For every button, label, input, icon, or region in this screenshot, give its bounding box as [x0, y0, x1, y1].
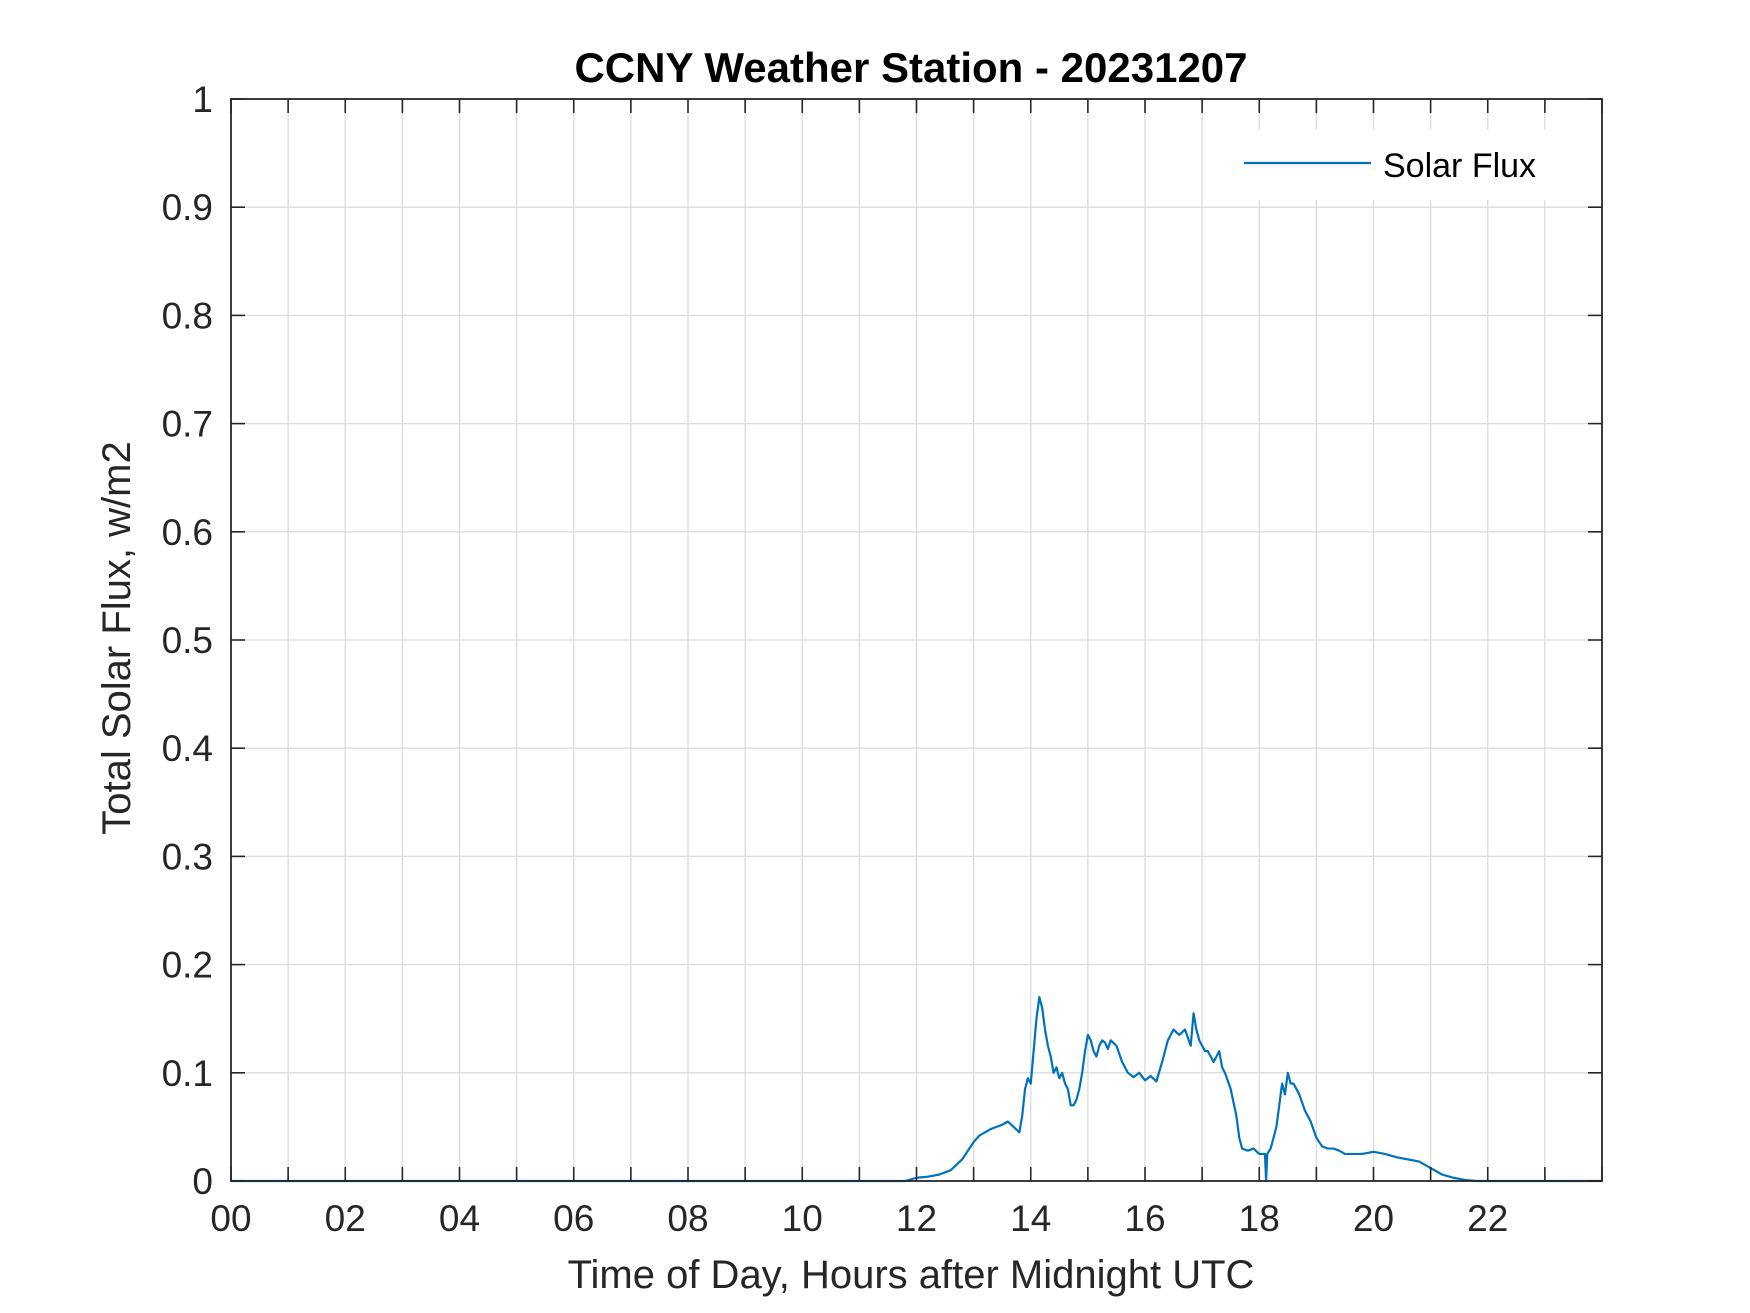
x-tick-label: 18	[1239, 1198, 1280, 1239]
chart-title: CCNY Weather Station - 20231207	[574, 44, 1247, 91]
y-tick-label: 0.6	[162, 512, 213, 553]
y-tick-label: 0.8	[162, 295, 213, 336]
legend-label-solar-flux: Solar Flux	[1383, 147, 1536, 185]
y-tick-label: 0.4	[162, 728, 213, 769]
x-axis-label: Time of Day, Hours after Midnight UTC	[568, 1253, 1255, 1297]
x-tick-label: 08	[667, 1198, 708, 1239]
axes-layer	[230, 98, 1603, 1182]
x-tick-label: 14	[1010, 1198, 1051, 1239]
y-axis-label: Total Solar Flux, w/m2	[95, 441, 139, 834]
series-line-0	[231, 995, 1602, 1183]
legend-box	[1225, 130, 1575, 200]
x-tick-label: 04	[439, 1198, 480, 1239]
y-tick-label: 0.5	[162, 620, 213, 661]
x-tick-label: 22	[1467, 1198, 1508, 1239]
plot-layer	[231, 995, 1602, 1183]
x-tick-label: 00	[210, 1198, 251, 1239]
x-tick-label: 20	[1353, 1198, 1394, 1239]
x-tick-label: 16	[1124, 1198, 1165, 1239]
y-tick-label: 0.3	[162, 836, 213, 877]
x-tick-label: 06	[553, 1198, 594, 1239]
y-tick-label: 0.9	[162, 187, 213, 228]
y-tick-label: 0	[192, 1161, 213, 1202]
x-tick-label: 10	[782, 1198, 823, 1239]
legend: Solar Flux	[1225, 130, 1575, 200]
x-tick-label: 02	[325, 1198, 366, 1239]
y-tick-label: 0.7	[162, 404, 213, 445]
x-tick-label: 12	[896, 1198, 937, 1239]
text-layer: CCNY Weather Station - 20231207 Time of …	[95, 44, 1508, 1297]
y-tick-label: 0.1	[162, 1053, 213, 1094]
y-tick-label: 0.2	[162, 945, 213, 986]
grid-layer	[231, 99, 1602, 1181]
y-tick-label: 1	[192, 79, 213, 120]
